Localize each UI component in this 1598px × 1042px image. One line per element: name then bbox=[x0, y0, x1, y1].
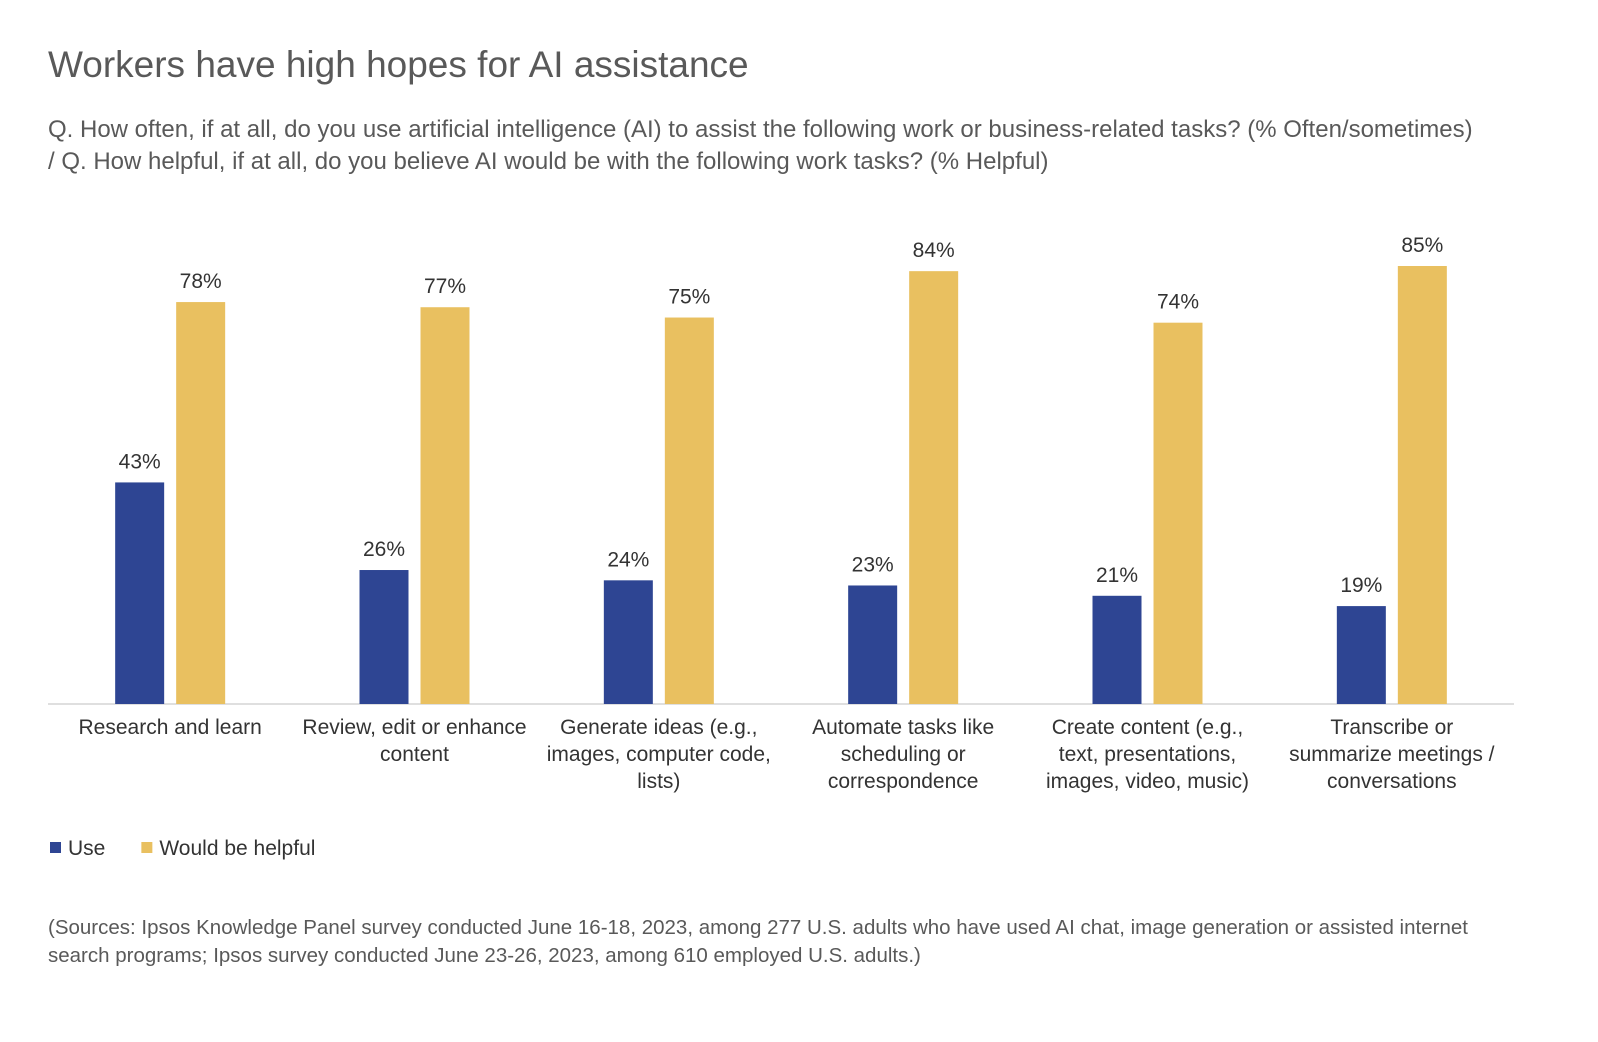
chart-subtitle: Q. How often, if at all, do you use arti… bbox=[48, 116, 1473, 175]
x-tick-label: Generate ideas (e.g., images, computer co… bbox=[547, 716, 771, 793]
bar bbox=[420, 307, 470, 704]
legend-label: Would be helpful bbox=[159, 837, 315, 860]
data-label: 24% bbox=[607, 548, 649, 571]
source-note: (Sources: Ipsos Knowledge Panel survey c… bbox=[48, 916, 1468, 967]
x-tick-label: Create content (e.g., text, presentations… bbox=[1046, 716, 1249, 793]
bar bbox=[664, 317, 714, 704]
bar bbox=[1092, 595, 1142, 704]
data-label: 85% bbox=[1401, 234, 1443, 257]
data-label: 78% bbox=[180, 270, 222, 293]
bar bbox=[176, 302, 226, 704]
bar bbox=[848, 585, 898, 704]
chart-title: Workers have high hopes for AI assistanc… bbox=[48, 44, 749, 85]
x-tick-label: Transcribe or summarize meetings / convers… bbox=[1289, 716, 1495, 793]
x-tick-label: Automate tasks like scheduling or correspo… bbox=[812, 716, 994, 793]
x-tick-label: Research and learn bbox=[79, 716, 262, 739]
data-label: 26% bbox=[363, 538, 405, 561]
bar bbox=[1397, 266, 1447, 704]
bar bbox=[115, 482, 165, 704]
bar bbox=[603, 580, 653, 704]
data-label: 23% bbox=[852, 553, 894, 576]
data-label: 19% bbox=[1340, 574, 1382, 597]
bar bbox=[359, 570, 409, 704]
legend-swatch bbox=[141, 842, 153, 853]
data-label: 21% bbox=[1096, 564, 1138, 587]
bar bbox=[909, 271, 959, 704]
x-tick-label: Review, edit or enhance content bbox=[302, 716, 526, 766]
chart: Research and learn 43% 78% Review, edit or … bbox=[48, 234, 1514, 860]
data-label: 74% bbox=[1157, 291, 1199, 314]
data-label: 84% bbox=[913, 239, 955, 262]
bar bbox=[1336, 606, 1386, 704]
bar bbox=[1153, 322, 1203, 704]
legend-label: Use bbox=[68, 837, 105, 860]
data-label: 77% bbox=[424, 275, 466, 298]
data-label: 75% bbox=[668, 286, 710, 309]
legend-swatch bbox=[50, 842, 61, 853]
data-label: 43% bbox=[119, 450, 161, 473]
